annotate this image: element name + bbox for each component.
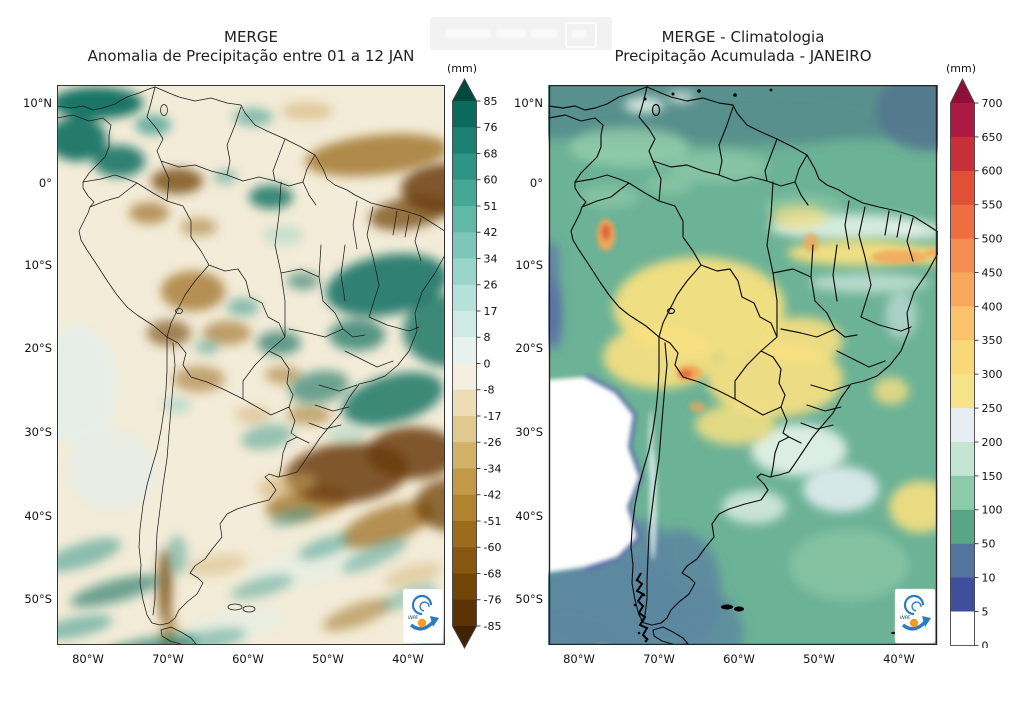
colorbar-tick-label: 34 bbox=[484, 252, 498, 265]
colorbar-tick-label: 250 bbox=[982, 402, 1003, 415]
lon-tick-label: 70°W bbox=[152, 652, 184, 666]
inpe-logo-text-left: INPE bbox=[408, 615, 418, 621]
colorbar-tick-label: 85 bbox=[484, 95, 498, 108]
colorbar-tick-label: -26 bbox=[484, 436, 502, 449]
lat-tick-label: 0° bbox=[38, 176, 52, 190]
lat-tick-label: 0° bbox=[529, 176, 543, 190]
anomaly-map: INPE bbox=[57, 85, 445, 645]
colorbar-tick-label: 0 bbox=[484, 357, 491, 370]
lat-tick-label: 50°S bbox=[24, 592, 52, 606]
colorbar-tick-label: 550 bbox=[982, 199, 1003, 212]
anomaly-colorbar: 85 76 68 60 51 42 34 26 17 8 0 -8 -17 -26 -34 -42 -51 -60… bbox=[452, 78, 512, 655]
lat-tick-label: 40°S bbox=[24, 509, 52, 523]
colorbar-tick-label: 8 bbox=[484, 331, 491, 344]
colorbar-tick-label: 10 bbox=[982, 571, 996, 584]
colorbar-tick-label: -8 bbox=[484, 384, 495, 397]
lon-tick-label: 60°W bbox=[723, 652, 755, 666]
lat-tick-label: 40°S bbox=[515, 509, 543, 523]
colorbar-tick-label: 0 bbox=[982, 639, 989, 648]
climatology-colorbar: 700 650 600 550 500 450 400 350 300 250 200 150 100 5… bbox=[950, 77, 1010, 652]
colorbar-tick-label: 500 bbox=[982, 232, 1003, 245]
lon-tick-label: 50°W bbox=[312, 652, 344, 666]
colorbar-tick-label: 17 bbox=[484, 305, 498, 318]
inpe-logo-text-right: INPE bbox=[900, 615, 910, 621]
colorbar-tick-label: 5 bbox=[982, 605, 989, 618]
climatology-map: INPE bbox=[548, 85, 938, 645]
colorbar-tick-label: 450 bbox=[982, 266, 1003, 279]
colorbar-tick-label: 350 bbox=[982, 334, 1003, 347]
climatology-map-canvas: INPE bbox=[548, 85, 938, 645]
right-title-line1: MERGE - Climatologia bbox=[661, 28, 825, 46]
lat-tick-label: 20°S bbox=[515, 341, 543, 355]
colorbar-tick-label: 300 bbox=[982, 368, 1003, 381]
lat-tick-label: 10°S bbox=[515, 258, 543, 272]
watermark-overlay bbox=[430, 17, 612, 50]
lat-tick-label: 30°S bbox=[515, 425, 543, 439]
left-title-line2: Anomalia de Precipitação entre 01 a 12 J… bbox=[87, 47, 415, 65]
lat-tick-label: 10°S bbox=[24, 258, 52, 272]
colorbar-tick-label: -17 bbox=[484, 410, 502, 423]
left-panel-title: MERGE Anomalia de Precipitação entre 01 … bbox=[57, 28, 445, 66]
colorbar-tick-label: -85 bbox=[484, 620, 502, 633]
colorbar-tick-label: -42 bbox=[484, 489, 502, 502]
lon-tick-label: 50°W bbox=[803, 652, 835, 666]
colorbar-tick-label: 600 bbox=[982, 165, 1003, 178]
lon-tick-label: 70°W bbox=[643, 652, 675, 666]
lat-tick-label: 10°N bbox=[514, 96, 543, 110]
colorbar-tick-label: -60 bbox=[484, 541, 502, 554]
colorbar-tick-label: 400 bbox=[982, 300, 1003, 313]
colorbar-tick-label: 100 bbox=[982, 504, 1003, 517]
watermark-badge bbox=[565, 22, 597, 48]
lon-tick-label: 40°W bbox=[883, 652, 915, 666]
colorbar-tick-label: 76 bbox=[484, 121, 498, 134]
lon-tick-label: 40°W bbox=[392, 652, 424, 666]
colorbar-tick-label: 51 bbox=[484, 200, 498, 213]
colorbar-tick-label: -34 bbox=[484, 462, 502, 475]
colorbar-tick-label: 60 bbox=[484, 174, 498, 187]
colorbar-tick-label: -51 bbox=[484, 515, 502, 528]
colorbar-tick-label: 700 bbox=[982, 97, 1003, 110]
lat-tick-label: 10°N bbox=[23, 96, 52, 110]
left-title-line1: MERGE bbox=[224, 28, 278, 46]
right-panel-title: MERGE - Climatologia Precipitação Acumul… bbox=[548, 28, 938, 66]
lat-tick-label: 30°S bbox=[24, 425, 52, 439]
lat-tick-label: 20°S bbox=[24, 341, 52, 355]
colorbar-tick-label: 68 bbox=[484, 147, 498, 160]
right-colorbar-unit: (mm) bbox=[946, 62, 977, 75]
lat-tick-label: 50°S bbox=[515, 592, 543, 606]
colorbar-tick-label: 200 bbox=[982, 436, 1003, 449]
right-title-line2: Precipitação Acumulada - JANEIRO bbox=[614, 47, 872, 65]
left-colorbar-unit: (mm) bbox=[447, 62, 478, 75]
colorbar-tick-label: 26 bbox=[484, 279, 498, 292]
colorbar-tick-label: 42 bbox=[484, 226, 498, 239]
lon-tick-label: 80°W bbox=[563, 652, 595, 666]
lon-tick-label: 60°W bbox=[232, 652, 264, 666]
colorbar-tick-label: 50 bbox=[982, 538, 996, 551]
colorbar-tick-label: 650 bbox=[982, 131, 1003, 144]
lon-tick-label: 80°W bbox=[72, 652, 104, 666]
colorbar-tick-label: -76 bbox=[484, 594, 502, 607]
colorbar-tick-label: -68 bbox=[484, 567, 502, 580]
colorbar-tick-label: 150 bbox=[982, 470, 1003, 483]
anomaly-map-canvas: INPE bbox=[57, 85, 445, 645]
